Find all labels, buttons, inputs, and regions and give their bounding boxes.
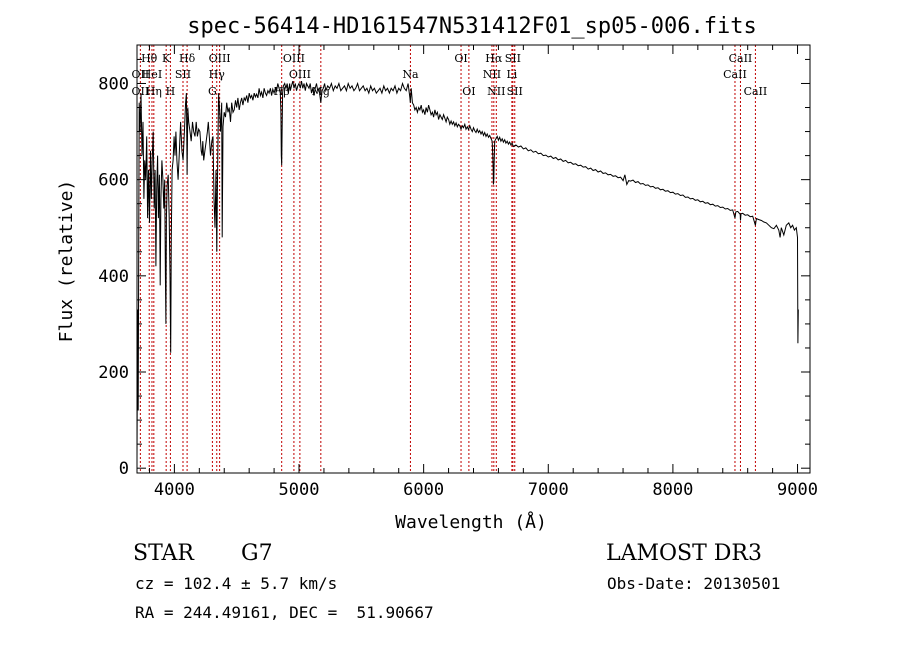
redshift-value: cz = 102.4 ± 5.7 km/s xyxy=(135,574,337,593)
y-tick-label-4: 800 xyxy=(98,74,129,94)
x-axis-label: Wavelength (Å) xyxy=(395,511,547,533)
spectrum-series xyxy=(136,80,799,459)
x-tick-label-4: 8000 xyxy=(652,480,693,500)
line-marker-label-2: Hθ xyxy=(141,52,158,65)
x-tick-label-0: 4000 xyxy=(154,480,195,500)
y-axis-label: Flux (relative) xyxy=(56,180,77,343)
line-marker-label-10: Hγ xyxy=(209,68,226,81)
line-marker-label-12: OIII xyxy=(283,52,305,65)
line-marker-label-16: Na xyxy=(402,68,419,81)
line-marker-label-8: Hδ xyxy=(179,52,196,65)
line-marker-label-19: Hα xyxy=(485,52,503,65)
object-class: STAR xyxy=(133,541,195,566)
line-marker-label-22: Li xyxy=(506,68,517,81)
x-tick-label-5: 9000 xyxy=(777,480,818,500)
line-markers xyxy=(139,45,756,473)
coordinates: RA = 244.49161, DEC = 51.90667 xyxy=(135,603,434,622)
x-tick-label-2: 6000 xyxy=(403,480,444,500)
obs-date: Obs-Date: 20130501 xyxy=(607,574,780,593)
line-marker-label-5: K xyxy=(162,52,171,65)
survey-name: LAMOST DR3 xyxy=(606,541,762,566)
spectrum-line-0 xyxy=(136,80,799,459)
line-marker-label-11: G xyxy=(208,85,217,98)
y-tick-label-1: 200 xyxy=(98,363,129,383)
line-marker-label-4: Hη xyxy=(146,85,162,98)
line-marker-label-24: SII xyxy=(507,85,523,98)
line-marker-label-9: OIII xyxy=(209,52,231,65)
x-tick-label-3: 7000 xyxy=(528,480,569,500)
line-marker-label-17: OI xyxy=(454,52,467,65)
y-axis-ticks: 0 200 400 600 800 xyxy=(98,58,810,479)
line-marker-label-1: OII xyxy=(132,85,150,98)
line-marker-label-0: OII xyxy=(132,68,150,81)
x-tick-label-1: 5000 xyxy=(279,480,320,500)
line-marker-label-18: OI xyxy=(462,85,475,98)
line-marker-label-25: CaII xyxy=(729,52,753,65)
chart-title: spec-56414-HD161547N531412F01_sp05-006.f… xyxy=(187,14,757,39)
line-marker-label-27: CaII xyxy=(744,85,768,98)
plot-frame xyxy=(136,44,811,474)
x-axis-ticks: 4000 5000 6000 7000 8000 9000 xyxy=(148,45,818,500)
line-marker-label-3: HeI xyxy=(142,68,162,81)
line-marker-label-23: NII xyxy=(487,85,505,98)
line-marker-label-13: OIII xyxy=(289,68,311,81)
line-marker-label-6: SII xyxy=(175,68,191,81)
y-tick-label-0: 0 xyxy=(119,459,129,479)
y-tick-label-3: 600 xyxy=(98,171,129,191)
line-marker-label-21: NII xyxy=(483,68,501,81)
line-marker-label-26: CaII xyxy=(723,68,747,81)
line-marker-label-20: SII xyxy=(505,52,521,65)
line-marker-label-7: H xyxy=(166,85,176,98)
object-subclass: G7 xyxy=(241,541,273,566)
y-tick-label-2: 400 xyxy=(98,267,129,287)
